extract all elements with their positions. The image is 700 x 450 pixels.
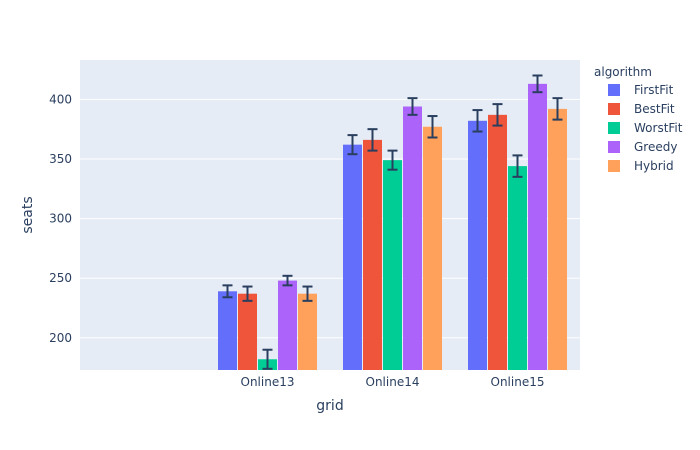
legend-swatch-hybrid — [608, 160, 620, 172]
legend-label-bestfit: BestFit — [634, 102, 675, 116]
y-tick-label: 200 — [49, 331, 72, 345]
x-axis-title: grid — [316, 398, 343, 414]
legend-label-worstfit: WorstFit — [634, 121, 683, 135]
bar-hybrid — [298, 293, 317, 370]
x-tick-label: Online15 — [491, 375, 545, 389]
bar-greedy — [403, 106, 422, 370]
bar-worstfit — [508, 166, 527, 370]
legend-label-greedy: Greedy — [634, 140, 677, 154]
legend: algorithm FirstFit BestFit WorstFit Greedy H… — [594, 65, 683, 173]
bar-greedy — [278, 280, 297, 370]
bar-firstfit — [343, 144, 362, 370]
y-tick-label: 300 — [49, 212, 72, 226]
bar-bestfit — [488, 114, 507, 370]
y-tick-label: 250 — [49, 271, 72, 285]
bar-hybrid — [423, 126, 442, 371]
legend-swatch-firstfit — [608, 84, 620, 96]
x-tick-label: Online14 — [366, 375, 420, 389]
bar-greedy — [528, 83, 547, 370]
legend-label-firstfit: FirstFit — [634, 83, 674, 97]
legend-label-hybrid: Hybrid — [634, 159, 674, 173]
legend-swatch-bestfit — [608, 103, 620, 115]
legend-swatch-greedy — [608, 141, 620, 153]
x-axis-ticks: Online13 Online14 Online15 — [241, 375, 545, 389]
y-tick-label: 400 — [49, 92, 72, 106]
bar-hybrid — [548, 108, 567, 370]
y-axis-ticks: 200 250 300 350 400 — [49, 92, 72, 344]
x-tick-label: Online13 — [241, 375, 295, 389]
bar-firstfit — [218, 291, 237, 370]
y-tick-label: 350 — [49, 152, 72, 166]
y-axis-title: seats — [20, 196, 36, 233]
error-bars — [222, 74, 563, 370]
legend-swatch-worstfit — [608, 122, 620, 134]
bars — [218, 83, 567, 371]
bar-bestfit — [238, 293, 257, 370]
bar-firstfit — [468, 120, 487, 370]
bar-bestfit — [363, 139, 382, 370]
legend-title: algorithm — [594, 65, 652, 79]
bar-worstfit — [383, 160, 402, 370]
